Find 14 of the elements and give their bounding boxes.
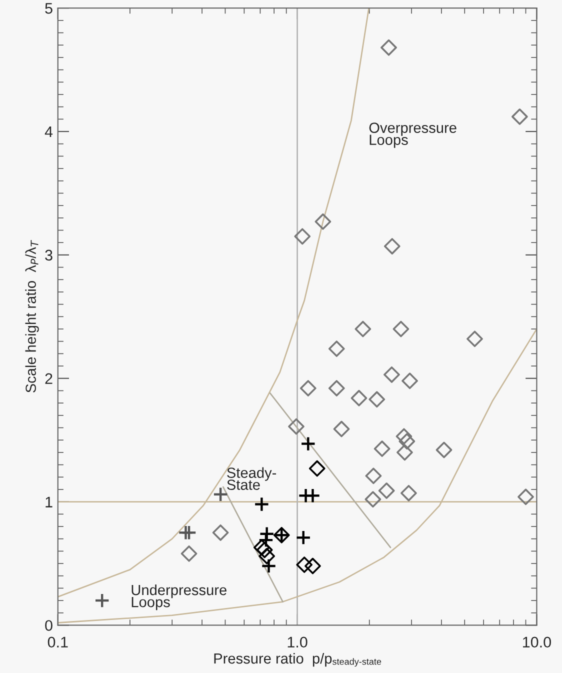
y-tick-label: 3 [45,250,52,261]
y-tick-label: 0 [45,620,52,631]
y-tick-label: 4 [44,126,53,138]
annotation: Steady- State [227,467,276,490]
x-tick-label: 10.0 [523,636,551,648]
x-tick-label: 0.1 [48,636,68,648]
x-axis-title: Pressure ratio p/psteady-state [214,652,382,667]
y-tick-label: 5 [45,3,52,14]
annotation: Overpressure Loops [369,122,456,148]
y-tick-label: 2 [45,373,52,384]
x-tick-label: 1.0 [288,636,308,648]
annotation: Underpressure Loops [132,584,226,610]
y-tick-label: 1 [46,496,52,508]
y-axis-title: Scale height ratio λ$_{P}$/λ$_{T}$ [25,240,39,392]
